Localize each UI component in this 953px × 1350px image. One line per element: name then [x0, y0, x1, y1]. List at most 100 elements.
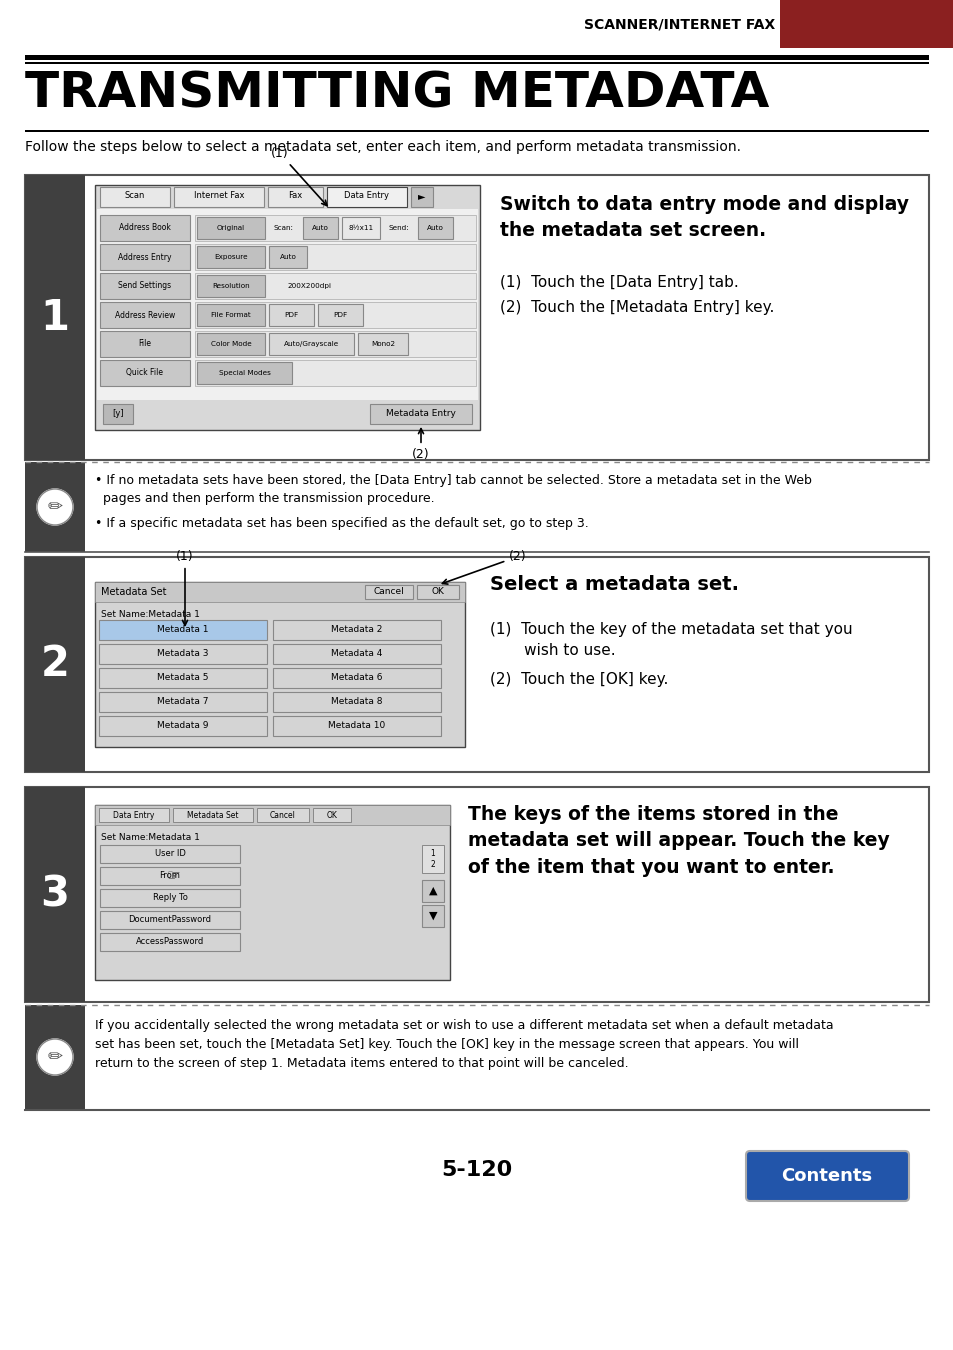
- Text: Data Entry: Data Entry: [344, 192, 389, 201]
- Bar: [100, 188, 170, 207]
- Text: Metadata Set: Metadata Set: [187, 810, 238, 819]
- Bar: [365, 585, 413, 599]
- Text: Metadata 7: Metadata 7: [157, 698, 209, 706]
- Bar: [370, 404, 472, 424]
- Text: ▼: ▼: [428, 911, 436, 921]
- Text: Metadata 8: Metadata 8: [331, 698, 382, 706]
- Bar: [273, 620, 440, 640]
- Text: Address Book: Address Book: [119, 224, 171, 232]
- Text: • If no metadata sets have been stored, the [Data Entry] tab cannot be selected.: • If no metadata sets have been stored, …: [95, 474, 811, 505]
- Bar: [196, 333, 265, 355]
- Text: Cancel: Cancel: [270, 810, 295, 819]
- Text: Resolution: Resolution: [212, 284, 250, 289]
- Bar: [97, 400, 477, 428]
- Text: DocumentPassword: DocumentPassword: [129, 915, 212, 925]
- Bar: [100, 331, 190, 356]
- Bar: [196, 246, 265, 269]
- Text: Send:: Send:: [388, 225, 409, 231]
- Bar: [273, 693, 440, 711]
- Text: Send Settings: Send Settings: [118, 282, 172, 290]
- Text: File Format: File Format: [211, 312, 251, 319]
- Text: Address Entry: Address Entry: [118, 252, 172, 262]
- Bar: [100, 933, 240, 950]
- Text: Scan: Scan: [125, 192, 145, 201]
- Text: User ID: User ID: [154, 849, 185, 859]
- Text: (2)  Touch the [Metadata Entry] key.: (2) Touch the [Metadata Entry] key.: [499, 300, 774, 315]
- Bar: [103, 404, 132, 424]
- Bar: [100, 911, 240, 929]
- Bar: [99, 620, 267, 640]
- Text: Auto: Auto: [279, 254, 296, 261]
- Text: Cancel: Cancel: [374, 587, 404, 597]
- Text: ▲: ▲: [428, 886, 436, 896]
- Bar: [25, 558, 85, 772]
- Text: Metadata 9: Metadata 9: [157, 721, 209, 730]
- Text: Mono2: Mono2: [371, 342, 395, 347]
- Text: ✏: ✏: [48, 498, 63, 516]
- Text: If you accidentally selected the wrong metadata set or wish to use a different m: If you accidentally selected the wrong m…: [95, 1019, 833, 1071]
- Text: ►: ►: [417, 190, 425, 201]
- Bar: [100, 302, 190, 328]
- Bar: [25, 176, 85, 460]
- Bar: [196, 275, 265, 297]
- Bar: [25, 55, 928, 59]
- Text: File: File: [138, 339, 152, 348]
- FancyBboxPatch shape: [745, 1152, 908, 1202]
- Bar: [421, 845, 443, 873]
- Text: 200X200dpi: 200X200dpi: [287, 284, 331, 289]
- Text: Metadata 4: Metadata 4: [331, 649, 382, 659]
- Text: Special Modes: Special Modes: [218, 370, 270, 377]
- Bar: [100, 360, 190, 386]
- Text: Set Name:Metadata 1: Set Name:Metadata 1: [101, 610, 200, 620]
- Bar: [268, 188, 323, 207]
- Circle shape: [37, 489, 73, 525]
- Bar: [256, 809, 309, 822]
- Text: Auto: Auto: [427, 225, 443, 231]
- Bar: [100, 845, 240, 863]
- Bar: [95, 185, 479, 431]
- Bar: [25, 787, 85, 1002]
- Text: 5-120: 5-120: [441, 1160, 512, 1180]
- Text: Fax: Fax: [288, 192, 302, 201]
- Text: PDF: PDF: [334, 312, 347, 319]
- Bar: [99, 809, 169, 822]
- Bar: [416, 585, 458, 599]
- Bar: [194, 331, 476, 356]
- Bar: [269, 333, 354, 355]
- Bar: [317, 304, 363, 325]
- Bar: [99, 716, 267, 736]
- Bar: [269, 246, 307, 269]
- Text: Metadata 2: Metadata 2: [331, 625, 382, 634]
- Bar: [25, 62, 928, 63]
- Bar: [25, 176, 928, 460]
- Text: ☞: ☞: [166, 868, 179, 883]
- Bar: [194, 215, 476, 242]
- Text: Scan:: Scan:: [274, 225, 294, 231]
- Text: Metadata Entry: Metadata Entry: [386, 409, 456, 418]
- Text: Contents: Contents: [781, 1166, 872, 1185]
- Bar: [172, 809, 253, 822]
- Bar: [25, 1004, 85, 1110]
- Bar: [421, 904, 443, 927]
- Text: PDF: PDF: [284, 312, 298, 319]
- Bar: [327, 188, 407, 207]
- Bar: [25, 130, 928, 132]
- Bar: [273, 644, 440, 664]
- Text: Data Entry: Data Entry: [113, 810, 154, 819]
- Text: (1)  Touch the key of the metadata set that you
       wish to use.: (1) Touch the key of the metadata set th…: [490, 622, 852, 657]
- Text: (1)  Touch the [Data Entry] tab.: (1) Touch the [Data Entry] tab.: [499, 275, 738, 290]
- Text: (2): (2): [412, 429, 430, 460]
- Text: Follow the steps below to select a metadata set, enter each item, and perform me: Follow the steps below to select a metad…: [25, 140, 740, 154]
- Text: OK: OK: [326, 810, 337, 819]
- Text: Exposure: Exposure: [214, 254, 248, 261]
- Text: Metadata 10: Metadata 10: [328, 721, 385, 730]
- Text: (2): (2): [442, 549, 526, 585]
- Bar: [95, 805, 450, 980]
- Bar: [357, 333, 408, 355]
- Text: AccessPassword: AccessPassword: [135, 937, 204, 946]
- Bar: [196, 362, 292, 383]
- Text: Metadata 6: Metadata 6: [331, 674, 382, 683]
- Text: The keys of the items stored in the
metadata set will appear. Touch the key
of t: The keys of the items stored in the meta…: [468, 805, 889, 878]
- Bar: [25, 558, 928, 772]
- Text: ✏: ✏: [48, 1048, 63, 1067]
